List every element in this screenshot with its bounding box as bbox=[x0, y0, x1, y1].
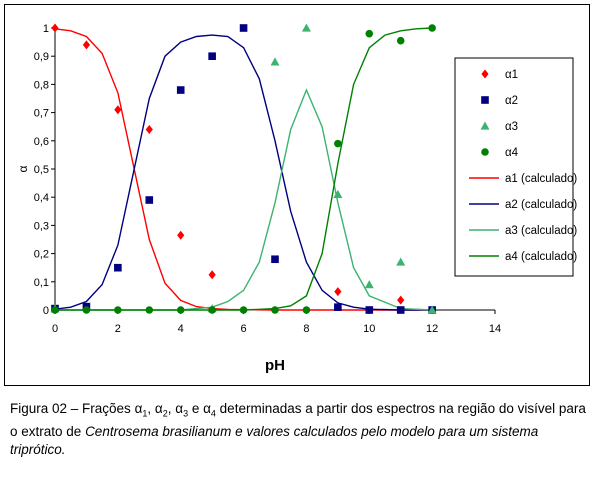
data-point-alpha2 bbox=[365, 306, 374, 314]
x-axis-label: pH bbox=[265, 357, 285, 374]
legend-marker bbox=[480, 121, 490, 130]
caption-text-1: Figura 02 – Frações bbox=[10, 401, 135, 416]
x-tick-label: 12 bbox=[426, 323, 438, 335]
data-point-alpha4 bbox=[114, 306, 122, 314]
x-tick-label: 4 bbox=[178, 323, 184, 335]
y-tick-label: 0,8 bbox=[34, 79, 49, 91]
legend-label: a4 (calculado) bbox=[505, 251, 577, 263]
x-tick-label: 6 bbox=[241, 323, 247, 335]
data-point-alpha4 bbox=[271, 306, 279, 314]
caption-sub-1: 1 bbox=[142, 408, 148, 419]
data-point-alpha3 bbox=[270, 57, 280, 66]
data-point-alpha2 bbox=[145, 196, 154, 204]
data-point-alpha4 bbox=[365, 29, 374, 38]
series-line-3 bbox=[55, 88, 433, 311]
caption-sub-3: 3 bbox=[183, 408, 189, 419]
legend-label: a3 (calculado) bbox=[505, 225, 577, 237]
data-point-alpha2 bbox=[208, 52, 216, 60]
series-line-4 bbox=[55, 27, 433, 311]
legend-marker bbox=[481, 96, 489, 104]
legend-label: α3 bbox=[505, 121, 518, 133]
data-point-alpha4 bbox=[396, 36, 405, 45]
data-point-alpha1 bbox=[51, 23, 59, 33]
data-point-alpha2 bbox=[239, 24, 248, 32]
legend-marker bbox=[481, 148, 489, 156]
legend-marker bbox=[481, 69, 489, 79]
y-tick-label: 0,5 bbox=[34, 164, 49, 176]
data-point-alpha4 bbox=[176, 306, 185, 314]
data-point-alpha2 bbox=[114, 263, 122, 272]
data-point-alpha1 bbox=[177, 230, 185, 240]
data-point-alpha3 bbox=[427, 305, 437, 314]
caption-sep-2: , bbox=[167, 401, 176, 416]
data-point-alpha1 bbox=[334, 287, 342, 297]
caption-alpha-1: α bbox=[134, 401, 143, 416]
y-tick-label: 0,1 bbox=[34, 277, 49, 289]
caption-alpha-4: α bbox=[203, 401, 211, 416]
data-point-alpha2 bbox=[396, 306, 405, 314]
y-tick-label: 0,9 bbox=[34, 51, 49, 63]
data-point-alpha3 bbox=[396, 257, 406, 266]
y-tick-label: 0 bbox=[43, 305, 49, 317]
caption-sub-2: 2 bbox=[162, 408, 168, 419]
data-point-alpha1 bbox=[82, 40, 91, 50]
caption-italic: Centrosema brasilianum e valores calcula… bbox=[10, 423, 539, 457]
data-point-alpha4 bbox=[145, 306, 154, 314]
series-line-2 bbox=[54, 34, 433, 311]
chart-frame: 0 0,1 0,2 0,3 0,4 0,5 0,6 0,7 0,8 0,9 1 0 2 4 6 8 10 12 14… bbox=[4, 4, 590, 386]
legend-label: a1 (calculado) bbox=[505, 173, 577, 185]
x-tick-label: 8 bbox=[303, 323, 309, 335]
data-point-alpha1 bbox=[114, 105, 122, 115]
data-point-alpha1 bbox=[208, 270, 216, 280]
data-point-alpha2 bbox=[334, 303, 342, 311]
data-point-alpha4 bbox=[428, 24, 436, 32]
x-tick-label: 2 bbox=[115, 323, 121, 335]
legend-label: α4 bbox=[505, 147, 519, 159]
y-tick-label: 0,2 bbox=[34, 249, 49, 261]
caption-text-2: determinadas a partir dos espectros na r… bbox=[10, 401, 586, 439]
x-tick-label: 10 bbox=[363, 323, 375, 335]
data-point-alpha4 bbox=[82, 306, 91, 314]
data-point-alpha1 bbox=[397, 295, 405, 305]
caption-sep-1: , bbox=[147, 401, 155, 416]
legend-box bbox=[454, 57, 574, 277]
legend-label: α1 bbox=[505, 69, 518, 81]
y-tick-label: 0,6 bbox=[34, 136, 49, 148]
y-tick-label: 1 bbox=[43, 23, 49, 35]
data-point-alpha2 bbox=[271, 255, 279, 264]
data-point-alpha4 bbox=[51, 306, 59, 314]
y-tick-label: 0,4 bbox=[34, 192, 49, 204]
data-point-alpha1 bbox=[145, 125, 153, 135]
figure-caption: Figura 02 – Frações α1, α2, α3 e α4 dete… bbox=[10, 400, 586, 459]
y-tick-label: 0,3 bbox=[34, 220, 49, 232]
data-point-alpha4 bbox=[302, 306, 311, 314]
data-point-alpha3 bbox=[333, 189, 343, 198]
chart: 00,10,20,30,40,50,60,70,80,910 2 4 6 8 10 12 14… bbox=[16, 23, 577, 374]
x-tick-label: 0 bbox=[52, 323, 58, 335]
y-tick-label: 0,7 bbox=[34, 108, 49, 120]
data-point-alpha4 bbox=[208, 306, 216, 314]
data-point-alpha4 bbox=[334, 139, 342, 148]
data-point-alpha4 bbox=[239, 306, 248, 314]
legend-label: a2 (calculado) bbox=[505, 199, 577, 211]
caption-alpha-2: α bbox=[154, 401, 163, 416]
data-point-alpha3 bbox=[301, 23, 311, 32]
legend-label: α2 bbox=[505, 95, 518, 107]
x-tick-label: 14 bbox=[489, 323, 501, 335]
y-axis-label: α bbox=[16, 165, 30, 172]
series-line-1 bbox=[54, 28, 433, 311]
caption-sub-4: 4 bbox=[210, 408, 216, 419]
caption-sep-3: e bbox=[188, 401, 204, 416]
caption-alpha-3: α bbox=[175, 401, 184, 416]
data-point-alpha2 bbox=[176, 86, 185, 94]
data-point-alpha3 bbox=[364, 280, 374, 289]
